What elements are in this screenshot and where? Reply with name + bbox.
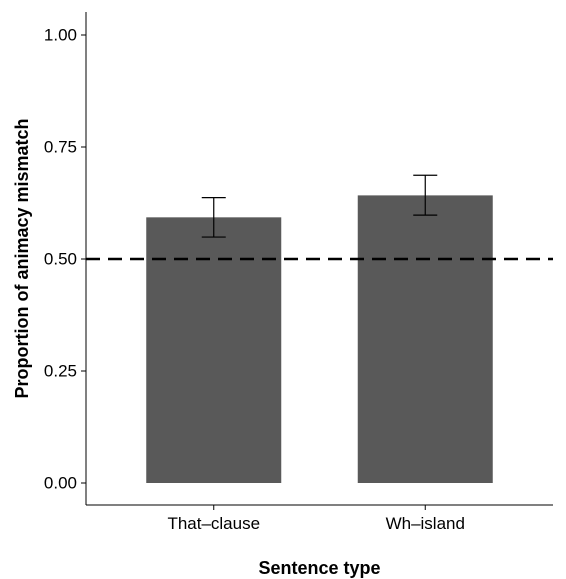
x-tick-label: That–clause [167,514,260,533]
x-tick-label: Wh–island [386,514,465,533]
bars-layer [146,195,493,483]
error-bar-1 [413,174,438,216]
y-tick-label: 0.25 [44,362,77,381]
y-tick-label: 1.00 [44,26,77,45]
y-tick-label: 0.00 [44,474,77,493]
x-axis-title: Sentence type [258,558,380,578]
error-bars-layer [201,174,438,238]
y-axis-title: Proportion of animacy mismatch [12,118,32,398]
bar-1 [357,195,493,483]
y-tick-label: 0.75 [44,138,77,157]
error-bar-0 [201,197,226,238]
bar-0 [146,217,282,483]
x-ticks-layer: That–clause Wh–island [167,505,465,533]
y-ticks-layer: 0.00 0.25 0.50 0.75 1.00 [44,26,86,493]
y-tick-label: 0.50 [44,250,77,269]
